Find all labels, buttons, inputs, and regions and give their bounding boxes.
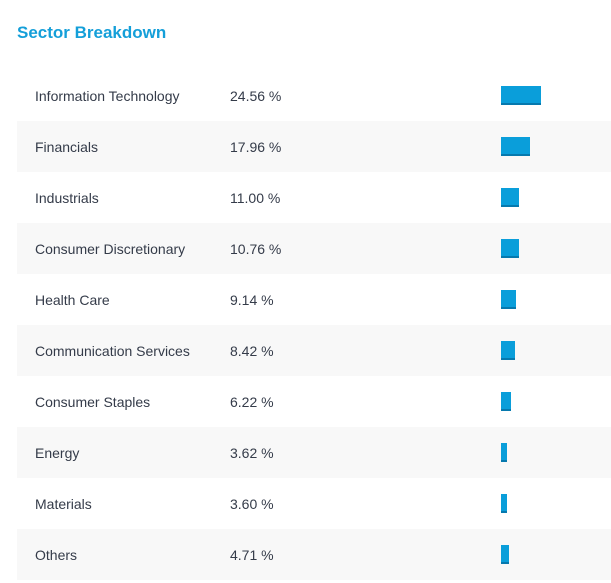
table-row: Energy 3.62 %: [17, 427, 611, 478]
sector-bar: [501, 239, 519, 258]
sector-breakdown-table: Information Technology 24.56 % Financial…: [17, 70, 611, 580]
sector-percent: 9.14 %: [230, 291, 274, 308]
sector-bar-cell: [501, 443, 611, 462]
sector-percent: 3.60 %: [230, 495, 274, 512]
sector-bar-cell: [501, 494, 611, 513]
sector-name: Consumer Staples: [35, 393, 151, 410]
sector-bar: [501, 545, 509, 564]
table-row: Information Technology 24.56 %: [17, 70, 611, 121]
sector-name: Industrials: [35, 189, 99, 206]
table-row: Industrials 11.00 %: [17, 172, 611, 223]
table-row: Financials 17.96 %: [17, 121, 611, 172]
sector-bar: [501, 392, 512, 411]
sector-bar: [501, 188, 519, 207]
sector-bar: [501, 494, 507, 513]
sector-percent: 24.56 %: [230, 87, 282, 104]
sector-name: Communication Services: [35, 342, 190, 359]
sector-percent: 3.62 %: [230, 444, 274, 461]
table-row: Others 4.71 %: [17, 529, 611, 580]
sector-bar-cell: [501, 188, 611, 207]
sector-bar-cell: [501, 392, 611, 411]
sector-bar-cell: [501, 239, 611, 258]
sector-name: Others: [35, 546, 78, 563]
table-row: Communication Services 8.42 %: [17, 325, 611, 376]
page-title: Sector Breakdown: [17, 23, 167, 42]
sector-bar-cell: [501, 137, 611, 156]
sector-bar: [501, 290, 516, 309]
sector-name: Energy: [35, 444, 80, 461]
sector-name: Financials: [35, 138, 99, 155]
sector-percent: 4.71 %: [230, 546, 274, 563]
sector-name: Information Technology: [35, 87, 180, 104]
sector-percent: 11.00 %: [230, 189, 281, 206]
sector-name: Consumer Discretionary: [35, 240, 186, 257]
sector-bar: [501, 86, 541, 105]
sector-bar: [501, 341, 515, 360]
table-row: Health Care 9.14 %: [17, 274, 611, 325]
sector-percent: 8.42 %: [230, 342, 274, 359]
sector-bar-cell: [501, 545, 611, 564]
table-row: Materials 3.60 %: [17, 478, 611, 529]
sector-percent: 17.96 %: [230, 138, 282, 155]
sector-name: Health Care: [35, 291, 110, 308]
sector-percent: 6.22 %: [230, 393, 274, 410]
table-row: Consumer Discretionary 10.76 %: [17, 223, 611, 274]
sector-bar: [501, 443, 507, 462]
sector-percent: 10.76 %: [230, 240, 282, 257]
sector-bar-cell: [501, 86, 611, 105]
table-row: Consumer Staples 6.22 %: [17, 376, 611, 427]
sector-bar-cell: [501, 341, 611, 360]
sector-bar: [501, 137, 531, 156]
sector-name: Materials: [35, 495, 92, 512]
sector-bar-cell: [501, 290, 611, 309]
